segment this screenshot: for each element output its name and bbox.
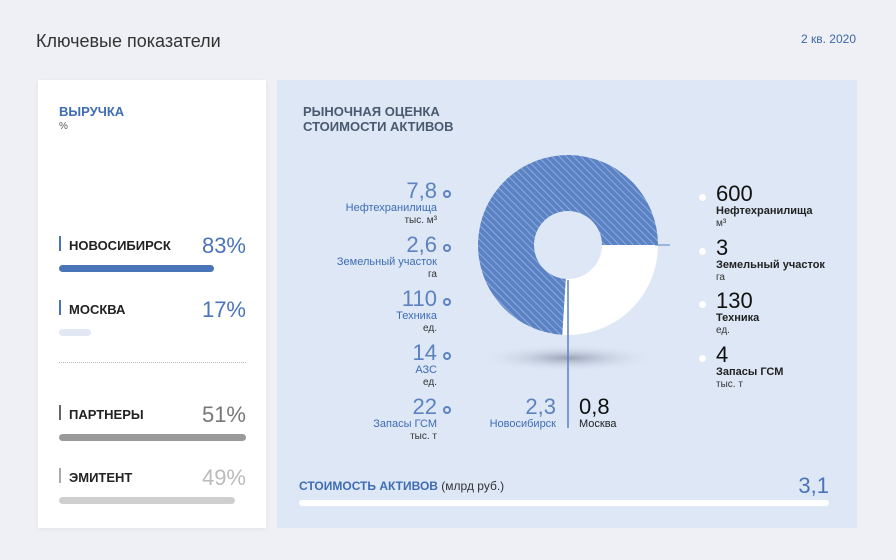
- asset-unit: ед.: [423, 323, 437, 334]
- assets-panel: РЫНОЧНАЯ ОЦЕНКА СТОИМОСТИ АКТИВОВ 7,8 Не…: [277, 80, 857, 528]
- assets-donut-chart: [478, 154, 670, 428]
- asset-label: Земельный участок: [336, 256, 437, 268]
- revenue-bar-fill: [59, 265, 215, 272]
- revenue-item-name: ПАРТНЕРЫ: [69, 407, 144, 422]
- asset-value: 14: [412, 340, 437, 365]
- revenue-bar: [59, 265, 246, 272]
- split-moscow: 0,8 Москва: [579, 394, 617, 431]
- revenue-item-name: НОВОСИБИРСК: [69, 238, 171, 253]
- bullet-icon: [443, 352, 451, 360]
- revenue-bar: [59, 497, 246, 504]
- bullet-icon: [698, 300, 707, 309]
- revenue-panel: ВЫРУЧКА % НОВОСИБИРСК 83% МОСКВА 17% ПАР…: [38, 80, 266, 528]
- split-value: 0,8: [579, 394, 610, 419]
- left-asset-fuel-stock: 22 Запасы ГСМ тыс. т: [277, 394, 451, 443]
- asset-label: Нефтехранилища: [345, 202, 437, 214]
- right-asset-tank-farms: 600 Нефтехранилища м³: [698, 181, 866, 230]
- asset-unit: тыс. м³: [404, 215, 437, 226]
- asset-value: 600: [716, 181, 753, 206]
- bullet-icon: [443, 244, 451, 252]
- revenue-unit: %: [59, 121, 68, 132]
- bullet-icon: [443, 298, 451, 306]
- total-assets-label: СТОИМОСТЬ АКТИВОВ (млрд руб.): [299, 479, 504, 493]
- marker: [59, 236, 61, 251]
- bullet-icon: [443, 406, 451, 414]
- right-asset-land: 3 Земельный участок га: [698, 235, 866, 284]
- marker: [59, 300, 61, 315]
- revenue-bar-fill: [59, 329, 91, 336]
- revenue-bar-fill: [59, 497, 235, 504]
- total-assets-bar: [299, 500, 829, 506]
- total-assets-title: СТОИМОСТЬ АКТИВОВ: [299, 479, 438, 493]
- assets-title: РЫНОЧНАЯ ОЦЕНКА СТОИМОСТИ АКТИВОВ: [303, 104, 503, 134]
- asset-unit: ед.: [716, 325, 730, 336]
- revenue-bar-fill: [59, 434, 246, 441]
- split-novosibirsk: 2,3 Новосибирск: [474, 394, 556, 431]
- asset-label: Техника: [716, 312, 760, 324]
- asset-label: АЗС: [415, 364, 437, 376]
- marker: [59, 468, 61, 483]
- asset-unit: тыс. т: [410, 431, 437, 442]
- left-asset-land: 2,6 Земельный участок га: [277, 232, 451, 281]
- asset-label: Земельный участок: [716, 259, 825, 271]
- asset-value: 7,8: [406, 178, 437, 203]
- asset-unit: га: [716, 272, 725, 283]
- bullet-icon: [698, 354, 707, 363]
- asset-label: Запасы ГСМ: [373, 418, 437, 430]
- asset-label: Запасы ГСМ: [716, 366, 784, 378]
- marker: [59, 405, 61, 420]
- asset-unit: ед.: [423, 377, 437, 388]
- split-value: 2,3: [525, 394, 556, 419]
- revenue-item-percent: 17%: [201, 297, 246, 322]
- right-asset-machinery: 130 Техника ед.: [698, 288, 866, 337]
- assets-title-line: РЫНОЧНАЯ ОЦЕНКА: [303, 104, 440, 119]
- donut-segment-novosibirsk: [478, 154, 658, 335]
- total-assets-value: 3,1: [798, 473, 829, 498]
- asset-unit: тыс. т: [716, 379, 743, 390]
- total-assets-unit: (млрд руб.): [437, 479, 505, 493]
- revenue-item-name: МОСКВА: [69, 302, 126, 317]
- left-asset-tank-farms: 7,8 Нефтехранилища тыс. м³: [277, 178, 451, 227]
- asset-value: 130: [716, 288, 753, 313]
- donut-segment-moscow: [562, 245, 658, 335]
- bullet-icon: [698, 247, 707, 256]
- bullet-icon: [443, 190, 451, 198]
- asset-unit: га: [428, 269, 437, 280]
- asset-label: Нефтехранилища: [716, 205, 813, 217]
- revenue-item-percent: 49%: [201, 465, 246, 490]
- right-asset-fuel-stock: 4 Запасы ГСМ тыс. т: [698, 342, 866, 391]
- asset-label: Техника: [396, 310, 437, 322]
- bullet-icon: [698, 193, 707, 202]
- asset-value: 110: [401, 286, 437, 311]
- revenue-bar: [59, 434, 246, 441]
- divider: [59, 362, 246, 363]
- asset-value: 22: [412, 394, 437, 419]
- revenue-title: ВЫРУЧКА: [59, 104, 125, 119]
- asset-value: 2,6: [406, 232, 437, 257]
- revenue-item-percent: 83%: [201, 233, 246, 258]
- asset-unit: м³: [716, 218, 727, 229]
- left-asset-machinery: 110 Техника ед.: [277, 286, 451, 335]
- revenue-item-name: ЭМИТЕНТ: [69, 470, 133, 485]
- revenue-item-percent: 51%: [201, 402, 246, 427]
- left-asset-gas-stations: 14 АЗС ед.: [277, 340, 451, 389]
- page-title: Ключевые показатели: [36, 31, 221, 51]
- split-label: Москва: [579, 418, 617, 430]
- revenue-bar: [59, 329, 246, 336]
- split-label: Новосибирск: [489, 418, 556, 430]
- period-label: 2 кв. 2020: [801, 32, 856, 46]
- assets-title-line: СТОИМОСТИ АКТИВОВ: [303, 119, 454, 134]
- asset-value: 4: [716, 342, 729, 367]
- asset-value: 3: [716, 235, 729, 260]
